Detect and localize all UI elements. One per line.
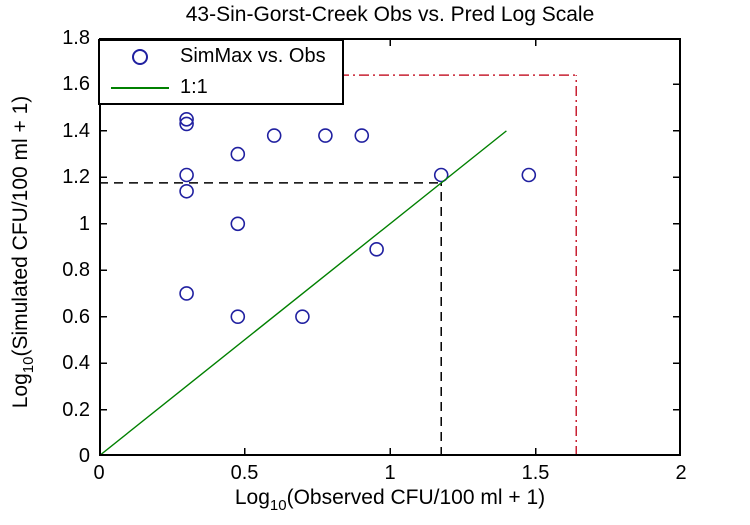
scatter-marker-icon xyxy=(132,48,148,65)
x-tick-label: 2 xyxy=(675,462,687,484)
x-tick-label: 1.5 xyxy=(521,462,550,484)
y-tick-label: 1.8 xyxy=(62,27,90,49)
x-axis-label-prefix: Log xyxy=(234,486,270,509)
series-line-1-1 xyxy=(99,130,507,456)
plot-area xyxy=(99,38,681,456)
data-point xyxy=(318,128,333,143)
legend-marker-area xyxy=(100,48,180,65)
x-tick-label: 0 xyxy=(93,462,105,484)
y-tick-label: 0.8 xyxy=(62,259,90,282)
data-point xyxy=(433,167,449,183)
x-axis-label-rest: (Observed CFU/100 ml + 1) xyxy=(286,486,546,509)
data-point xyxy=(230,216,246,232)
y-tick-label: 1.4 xyxy=(62,119,90,142)
legend-entry-simmax: SimMax vs. Obs xyxy=(100,41,342,72)
y-tick-label: 0.2 xyxy=(62,398,90,421)
data-point xyxy=(179,116,194,132)
data-point xyxy=(230,146,246,162)
data-point xyxy=(179,111,194,127)
data-point xyxy=(354,128,370,143)
data-point xyxy=(521,167,537,183)
y-tick-label: 0.6 xyxy=(62,305,90,328)
x-tick-label: 0.5 xyxy=(230,462,259,484)
data-point xyxy=(369,242,384,257)
legend[interactable]: SimMax vs. Obs 1:1 xyxy=(98,39,344,105)
data-point xyxy=(179,183,194,199)
data-point xyxy=(230,309,246,324)
y-tick-label: 1 xyxy=(78,212,90,235)
y-tick-label: 1.6 xyxy=(62,73,90,96)
data-point xyxy=(295,309,310,324)
x-axis-label-subscript: 10 xyxy=(269,497,287,514)
y-tick-label: 0 xyxy=(78,445,90,467)
legend-label-simmax: SimMax vs. Obs xyxy=(180,45,326,67)
data-point xyxy=(266,128,282,143)
legend-label-one-to-one: 1:1 xyxy=(180,76,208,98)
x-tick-label: 1 xyxy=(384,462,396,484)
legend-entry-one-to-one: 1:1 xyxy=(100,72,342,103)
line-swatch-icon xyxy=(111,86,169,89)
x-axis-label: Log10(Observed CFU/100 ml + 1) xyxy=(99,486,681,514)
y-tick-label: 0.4 xyxy=(62,352,90,375)
legend-marker-area xyxy=(100,86,180,89)
data-point xyxy=(179,286,194,301)
y-tick-label: 1.2 xyxy=(62,166,90,189)
chart-title: 43-Sin-Gorst-Creek Obs vs. Pred Log Scal… xyxy=(185,3,595,26)
data-point xyxy=(179,167,194,183)
